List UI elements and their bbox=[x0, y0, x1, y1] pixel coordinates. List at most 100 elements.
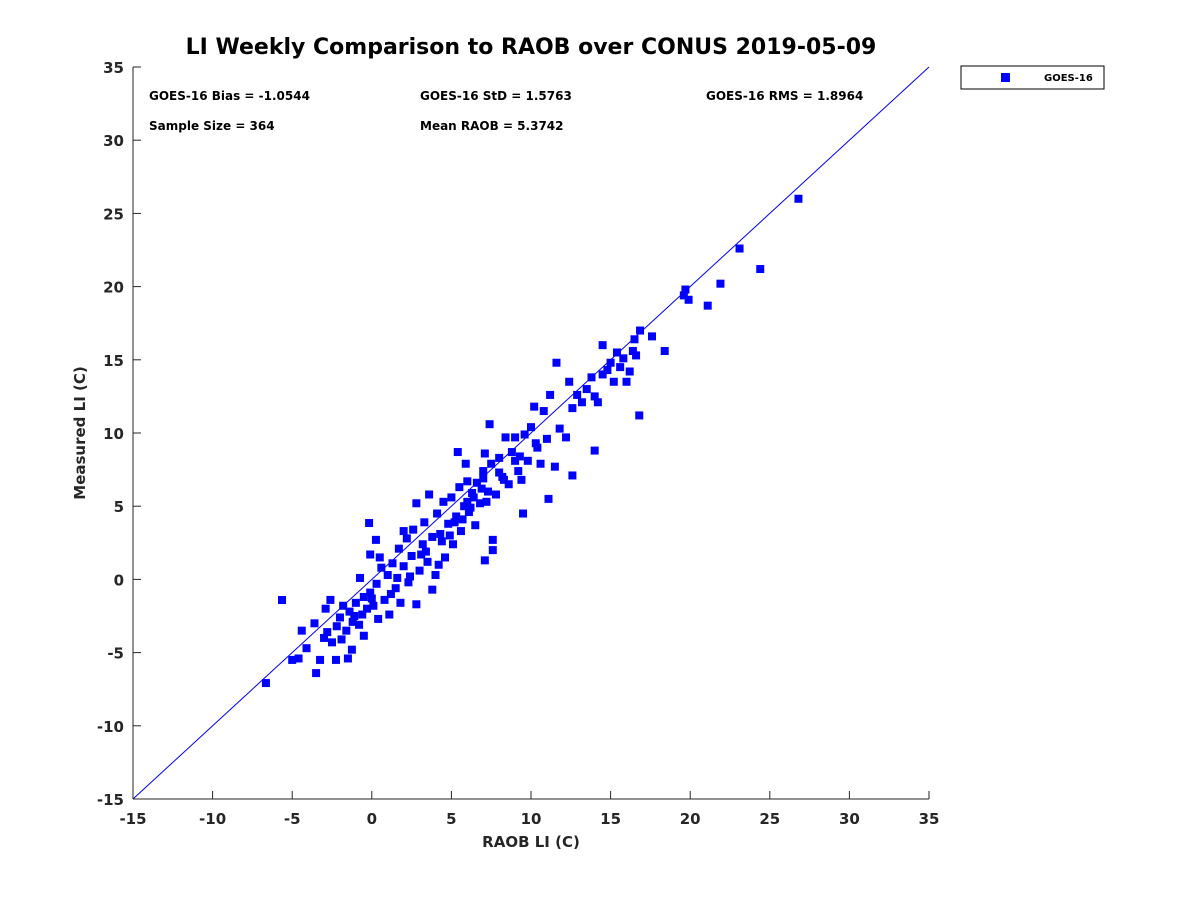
mean-raob-annotation: Mean RAOB = 5.3742 bbox=[420, 119, 564, 133]
data-point bbox=[447, 493, 456, 502]
data-point bbox=[433, 509, 442, 518]
data-point bbox=[539, 407, 548, 416]
std-annotation: GOES-16 StD = 1.5763 bbox=[420, 89, 572, 103]
data-point bbox=[501, 433, 510, 442]
data-point bbox=[335, 613, 344, 622]
data-point bbox=[385, 610, 394, 619]
y-tick-label: 10 bbox=[103, 425, 124, 443]
x-tick-label: -15 bbox=[119, 810, 146, 828]
data-point bbox=[316, 655, 325, 664]
data-point bbox=[480, 556, 489, 565]
data-point bbox=[587, 373, 596, 382]
data-point bbox=[365, 519, 374, 528]
data-point bbox=[542, 434, 551, 443]
data-point bbox=[363, 604, 372, 613]
data-point bbox=[499, 475, 508, 484]
x-tick-label: 10 bbox=[521, 810, 542, 828]
data-point bbox=[568, 404, 577, 413]
data-point bbox=[606, 358, 615, 367]
data-point bbox=[448, 540, 457, 549]
data-point bbox=[356, 573, 365, 582]
y-tick-label: 30 bbox=[103, 132, 124, 150]
data-point bbox=[404, 578, 413, 587]
data-point bbox=[598, 370, 607, 379]
data-point bbox=[366, 550, 375, 559]
data-point bbox=[391, 584, 400, 593]
x-tick-label: 15 bbox=[600, 810, 621, 828]
data-point bbox=[386, 590, 395, 599]
data-point bbox=[507, 448, 516, 457]
data-point bbox=[393, 573, 402, 582]
data-point bbox=[573, 390, 582, 399]
data-point bbox=[598, 341, 607, 350]
data-point bbox=[468, 489, 477, 498]
data-point bbox=[337, 635, 346, 644]
y-tick-label: -15 bbox=[97, 791, 124, 809]
data-point bbox=[756, 265, 765, 274]
data-point bbox=[377, 563, 386, 572]
data-point bbox=[625, 367, 634, 376]
data-point bbox=[463, 497, 472, 506]
data-point bbox=[351, 598, 360, 607]
reference-line-group bbox=[132, 66, 930, 800]
data-point bbox=[533, 443, 542, 452]
data-point bbox=[415, 566, 424, 575]
sample-size-annotation: Sample Size = 364 bbox=[149, 119, 275, 133]
data-point bbox=[406, 572, 415, 581]
data-point bbox=[635, 411, 644, 420]
data-point bbox=[412, 600, 421, 609]
data-point bbox=[460, 502, 469, 511]
data-point bbox=[323, 628, 332, 637]
rms-annotation: GOES-16 RMS = 1.8964 bbox=[706, 89, 863, 103]
data-point bbox=[455, 483, 464, 492]
data-point bbox=[562, 433, 571, 442]
data-point bbox=[388, 559, 397, 568]
data-point bbox=[464, 508, 473, 517]
data-point bbox=[527, 423, 535, 432]
data-point bbox=[511, 433, 520, 442]
chart-title: LI Weekly Comparison to RAOB over CONUS … bbox=[186, 35, 877, 60]
data-point bbox=[359, 631, 368, 640]
data-point bbox=[484, 487, 493, 496]
y-tick-label: 20 bbox=[103, 279, 124, 297]
data-point bbox=[660, 347, 669, 356]
data-point bbox=[425, 490, 434, 499]
data-point bbox=[456, 527, 465, 536]
y-tick-label: 25 bbox=[103, 205, 124, 223]
axes: -15 -10 -5 0 5 10 15 20 25 30 35 -15 -10 -5 0 5 10 15 20 25… bbox=[97, 59, 940, 828]
data-point bbox=[409, 525, 418, 534]
data-point bbox=[531, 439, 540, 448]
data-point bbox=[681, 285, 690, 294]
data-point bbox=[444, 519, 453, 528]
y-tick-label: 15 bbox=[103, 352, 124, 370]
data-point bbox=[485, 420, 494, 429]
data-point bbox=[477, 484, 486, 493]
data-point bbox=[355, 620, 364, 629]
data-points bbox=[261, 194, 803, 688]
data-point bbox=[593, 398, 602, 407]
data-point bbox=[495, 468, 504, 477]
data-point bbox=[312, 669, 321, 678]
data-point bbox=[332, 622, 341, 631]
data-point bbox=[612, 348, 621, 357]
data-point bbox=[294, 654, 303, 663]
data-point bbox=[495, 453, 504, 462]
data-point bbox=[514, 467, 523, 476]
data-point bbox=[428, 532, 437, 541]
data-point bbox=[320, 633, 329, 642]
data-point bbox=[339, 601, 348, 610]
data-point bbox=[431, 571, 440, 580]
one-to-one-line bbox=[132, 66, 930, 800]
data-point bbox=[520, 430, 529, 439]
data-point bbox=[466, 503, 475, 512]
data-point bbox=[616, 363, 625, 372]
data-point bbox=[590, 446, 599, 455]
legend-box bbox=[960, 65, 1105, 90]
data-point bbox=[546, 390, 555, 399]
data-point bbox=[517, 475, 526, 484]
data-point bbox=[445, 531, 454, 540]
data-point bbox=[367, 594, 376, 603]
data-point bbox=[407, 551, 416, 560]
data-point bbox=[544, 494, 553, 503]
data-point bbox=[515, 452, 524, 461]
